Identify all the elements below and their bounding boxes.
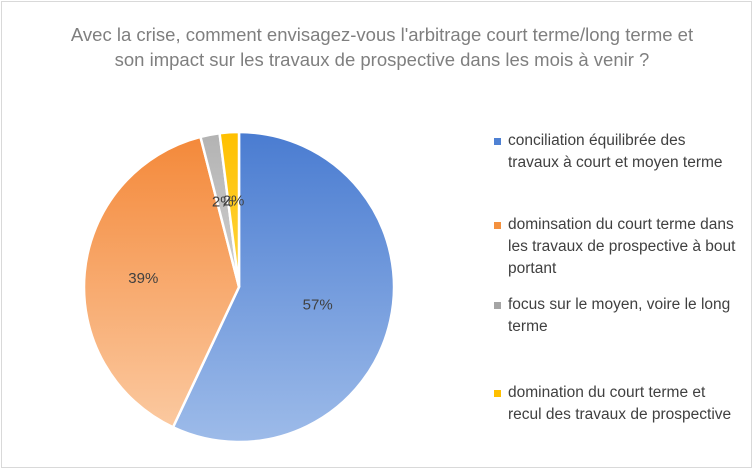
pie-slice-dominsation (82, 135, 241, 429)
legend-swatch-gray (494, 302, 501, 309)
legend-swatch-blue (494, 138, 501, 145)
legend-item-domination: domination du court terme et recul des t… (494, 382, 739, 426)
data-label-dominsation: 39% (128, 270, 158, 287)
legend-swatch-yellow (494, 390, 501, 397)
legend-label: focus sur le moyen, voire le long terme (508, 296, 731, 335)
legend-item-dominsation: dominsation du court terme dans les trav… (494, 214, 739, 280)
legend-swatch-orange (494, 222, 501, 229)
legend-item-focus: focus sur le moyen, voire le long terme (494, 294, 739, 338)
pie-slice-domination (218, 130, 241, 288)
pie-slice-conciliation (171, 130, 396, 444)
data-label-domination: 2% (223, 192, 245, 209)
data-label-focus: 2% (212, 194, 234, 211)
chart-title: Avec la crise, comment envisagez-vous l'… (70, 24, 694, 70)
legend-label: domination du court terme et recul des t… (508, 384, 732, 423)
legend-label: conciliation équilibrée des travaux à co… (508, 132, 723, 171)
legend: conciliation équilibrée des travaux à co… (484, 124, 746, 454)
legend-label: dominsation du court terme dans les trav… (508, 216, 736, 277)
data-label-conciliation: 57% (303, 297, 333, 314)
legend-item-conciliation: conciliation équilibrée des travaux à co… (494, 130, 739, 174)
